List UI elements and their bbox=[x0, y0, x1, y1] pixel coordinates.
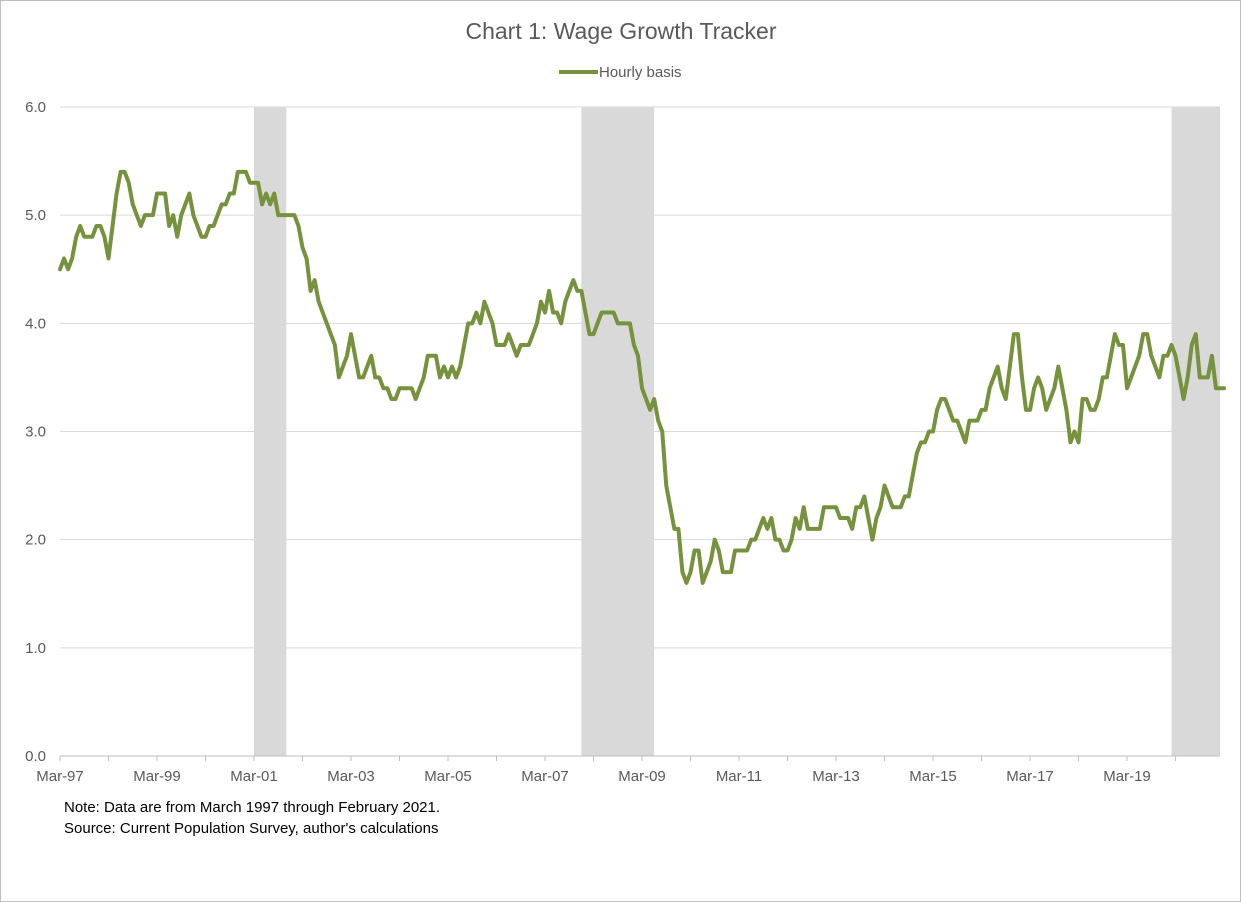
x-tick-label: Mar-17 bbox=[1006, 768, 1054, 785]
x-tick-label: Mar-19 bbox=[1103, 768, 1151, 785]
x-tick-label: Mar-01 bbox=[230, 768, 278, 785]
x-tick-label: Mar-13 bbox=[812, 768, 860, 785]
series-layer bbox=[58, 169, 1227, 585]
series-line-hourly-basis bbox=[58, 169, 1227, 585]
x-tick-label: Mar-99 bbox=[133, 768, 181, 785]
chart-title: Chart 1: Wage Growth Tracker bbox=[465, 18, 776, 44]
y-tick-label: 4.0 bbox=[25, 315, 46, 332]
source-line: Source: Current Population Survey, autho… bbox=[64, 820, 438, 837]
gridlines bbox=[60, 106, 1220, 649]
y-tick-label: 5.0 bbox=[25, 207, 46, 224]
x-tick-label: Mar-03 bbox=[327, 768, 375, 785]
x-tick-label: Mar-07 bbox=[521, 768, 569, 785]
x-tick-label: Mar-97 bbox=[36, 768, 84, 785]
y-tick-label: 1.0 bbox=[25, 640, 46, 657]
x-tick-label: Mar-15 bbox=[909, 768, 957, 785]
y-tick-label: 3.0 bbox=[25, 424, 46, 441]
x-tick-label: Mar-05 bbox=[424, 768, 472, 785]
y-tick-label: 2.0 bbox=[25, 532, 46, 549]
footnotes: Note: Data are from March 1997 through F… bbox=[64, 799, 440, 837]
x-axis-ticks: Mar-97 Mar-99 Mar-01 Mar-03 Mar-05 Mar-07 Mar-… bbox=[36, 756, 1177, 785]
x-tick-label: Mar-09 bbox=[618, 768, 666, 785]
y-axis-ticks: 0.0 1.0 2.0 3.0 4.0 5.0 6.0 bbox=[25, 99, 46, 765]
y-tick-label: 0.0 bbox=[25, 748, 46, 765]
legend-label: Hourly basis bbox=[599, 64, 682, 81]
y-tick-label: 6.0 bbox=[25, 99, 46, 116]
x-tick-label: Mar-11 bbox=[716, 768, 762, 785]
note-line: Note: Data are from March 1997 through F… bbox=[64, 799, 440, 816]
legend: Hourly basis bbox=[559, 64, 682, 81]
